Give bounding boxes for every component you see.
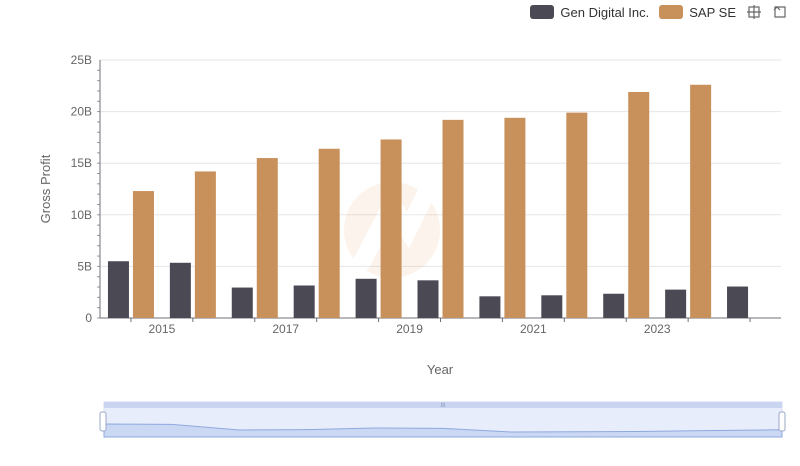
data-zoom-preview-area <box>103 423 783 438</box>
bar-sap-2023[interactable] <box>690 84 712 318</box>
x-axis-label: Year <box>427 362 454 377</box>
bar-gen-digital-2016[interactable] <box>231 287 253 318</box>
data-zoom-grip-icon[interactable]: III <box>440 403 445 409</box>
bar-gen-digital-2023[interactable] <box>665 289 687 318</box>
bar-gen-digital-2019[interactable] <box>417 280 439 318</box>
data-zoom-top-bar[interactable] <box>104 402 782 408</box>
bar-sap-2019[interactable] <box>442 119 464 318</box>
y-axis-label: Gross Profit <box>38 154 53 223</box>
y-tick-label: 15B <box>71 156 92 170</box>
legend-item-sap[interactable]: SAP SE <box>659 5 736 20</box>
bar-sap-2021[interactable] <box>566 112 588 319</box>
bar-gen-digital-2018[interactable] <box>355 278 377 318</box>
bar-gen-digital-2024[interactable] <box>727 286 749 318</box>
bar-gen-digital-2014[interactable] <box>107 261 129 318</box>
x-tick-label: 2019 <box>396 322 423 336</box>
x-tick-label: 2017 <box>272 322 299 336</box>
y-tick-label: 5B <box>77 259 92 273</box>
legend-item-gen-digital[interactable]: Gen Digital Inc. <box>530 5 649 20</box>
y-tick-label: 10B <box>71 208 92 222</box>
data-zoom-handle-right[interactable] <box>778 411 786 432</box>
legend-swatch-sap <box>659 5 684 19</box>
legend-label-sap: SAP SE <box>689 4 736 20</box>
legend: Gen Digital Inc. SAP SE <box>530 4 788 20</box>
data-zoom-handle-left[interactable] <box>99 411 107 432</box>
bar-sap-2017[interactable] <box>318 148 340 318</box>
y-tick-label: 20B <box>71 105 92 119</box>
bar-sap-2020[interactable] <box>504 117 526 319</box>
bar-gen-digital-2020[interactable] <box>479 296 501 318</box>
bar-sap-2022[interactable] <box>628 91 650 318</box>
bars-layer <box>107 84 749 319</box>
axis-layer: 0 5B 10B 15B 20B 25B 2015 2017 2019 2021 2023 <box>71 53 751 336</box>
bar-sap-2014[interactable] <box>132 191 154 318</box>
legend-swatch-gen-digital <box>530 5 555 19</box>
x-tick-label: 2023 <box>644 322 671 336</box>
bar-gen-digital-2017[interactable] <box>293 285 315 318</box>
reset-tool-icon[interactable] <box>772 4 788 20</box>
legend-label-gen-digital: Gen Digital Inc. <box>560 4 650 20</box>
y-tick-label: 0 <box>85 311 92 325</box>
bar-sap-2018[interactable] <box>380 139 402 318</box>
y-tick-label: 25B <box>71 53 92 67</box>
bar-gen-digital-2015[interactable] <box>169 262 191 318</box>
data-zoom-slider[interactable]: III <box>99 401 786 438</box>
x-tick-label: 2015 <box>149 322 176 336</box>
bar-gen-digital-2021[interactable] <box>541 295 563 318</box>
bar-sap-2015[interactable] <box>194 171 216 318</box>
zoom-tool-icon[interactable] <box>746 4 762 20</box>
bar-gen-digital-2022[interactable] <box>603 293 625 318</box>
bar-sap-2016[interactable] <box>256 158 278 318</box>
x-tick-label: 2021 <box>520 322 547 336</box>
